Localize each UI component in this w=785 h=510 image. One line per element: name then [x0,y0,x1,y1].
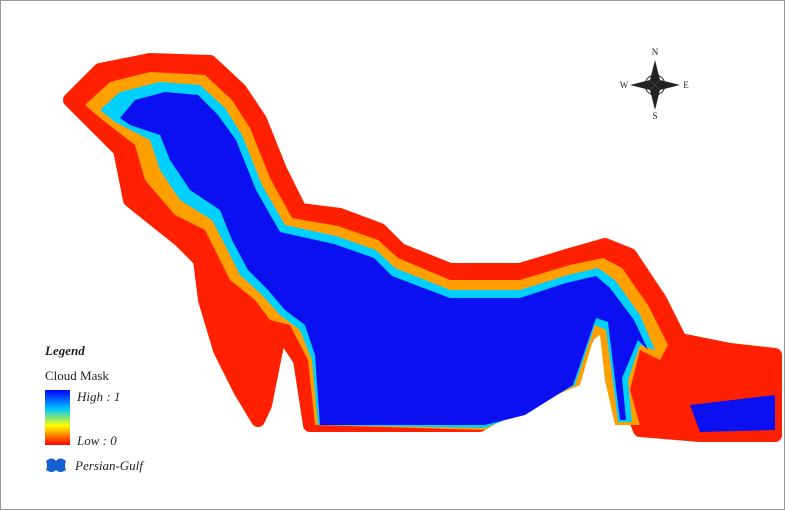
color-ramp [45,390,70,445]
compass-w: W [620,80,629,90]
compass-s: S [652,111,657,121]
legend-title: Legend [44,343,85,358]
legend-low: Low : 0 [76,433,117,448]
legend-layer: Cloud Mask [45,368,109,383]
legend-high: High : 1 [76,389,120,404]
map: N S E W Legend Cloud Mask High : 1 Low :… [0,0,785,510]
legend-feature: Persian-Gulf [74,458,145,473]
compass-e: E [683,80,689,90]
compass-n: N [652,47,659,57]
